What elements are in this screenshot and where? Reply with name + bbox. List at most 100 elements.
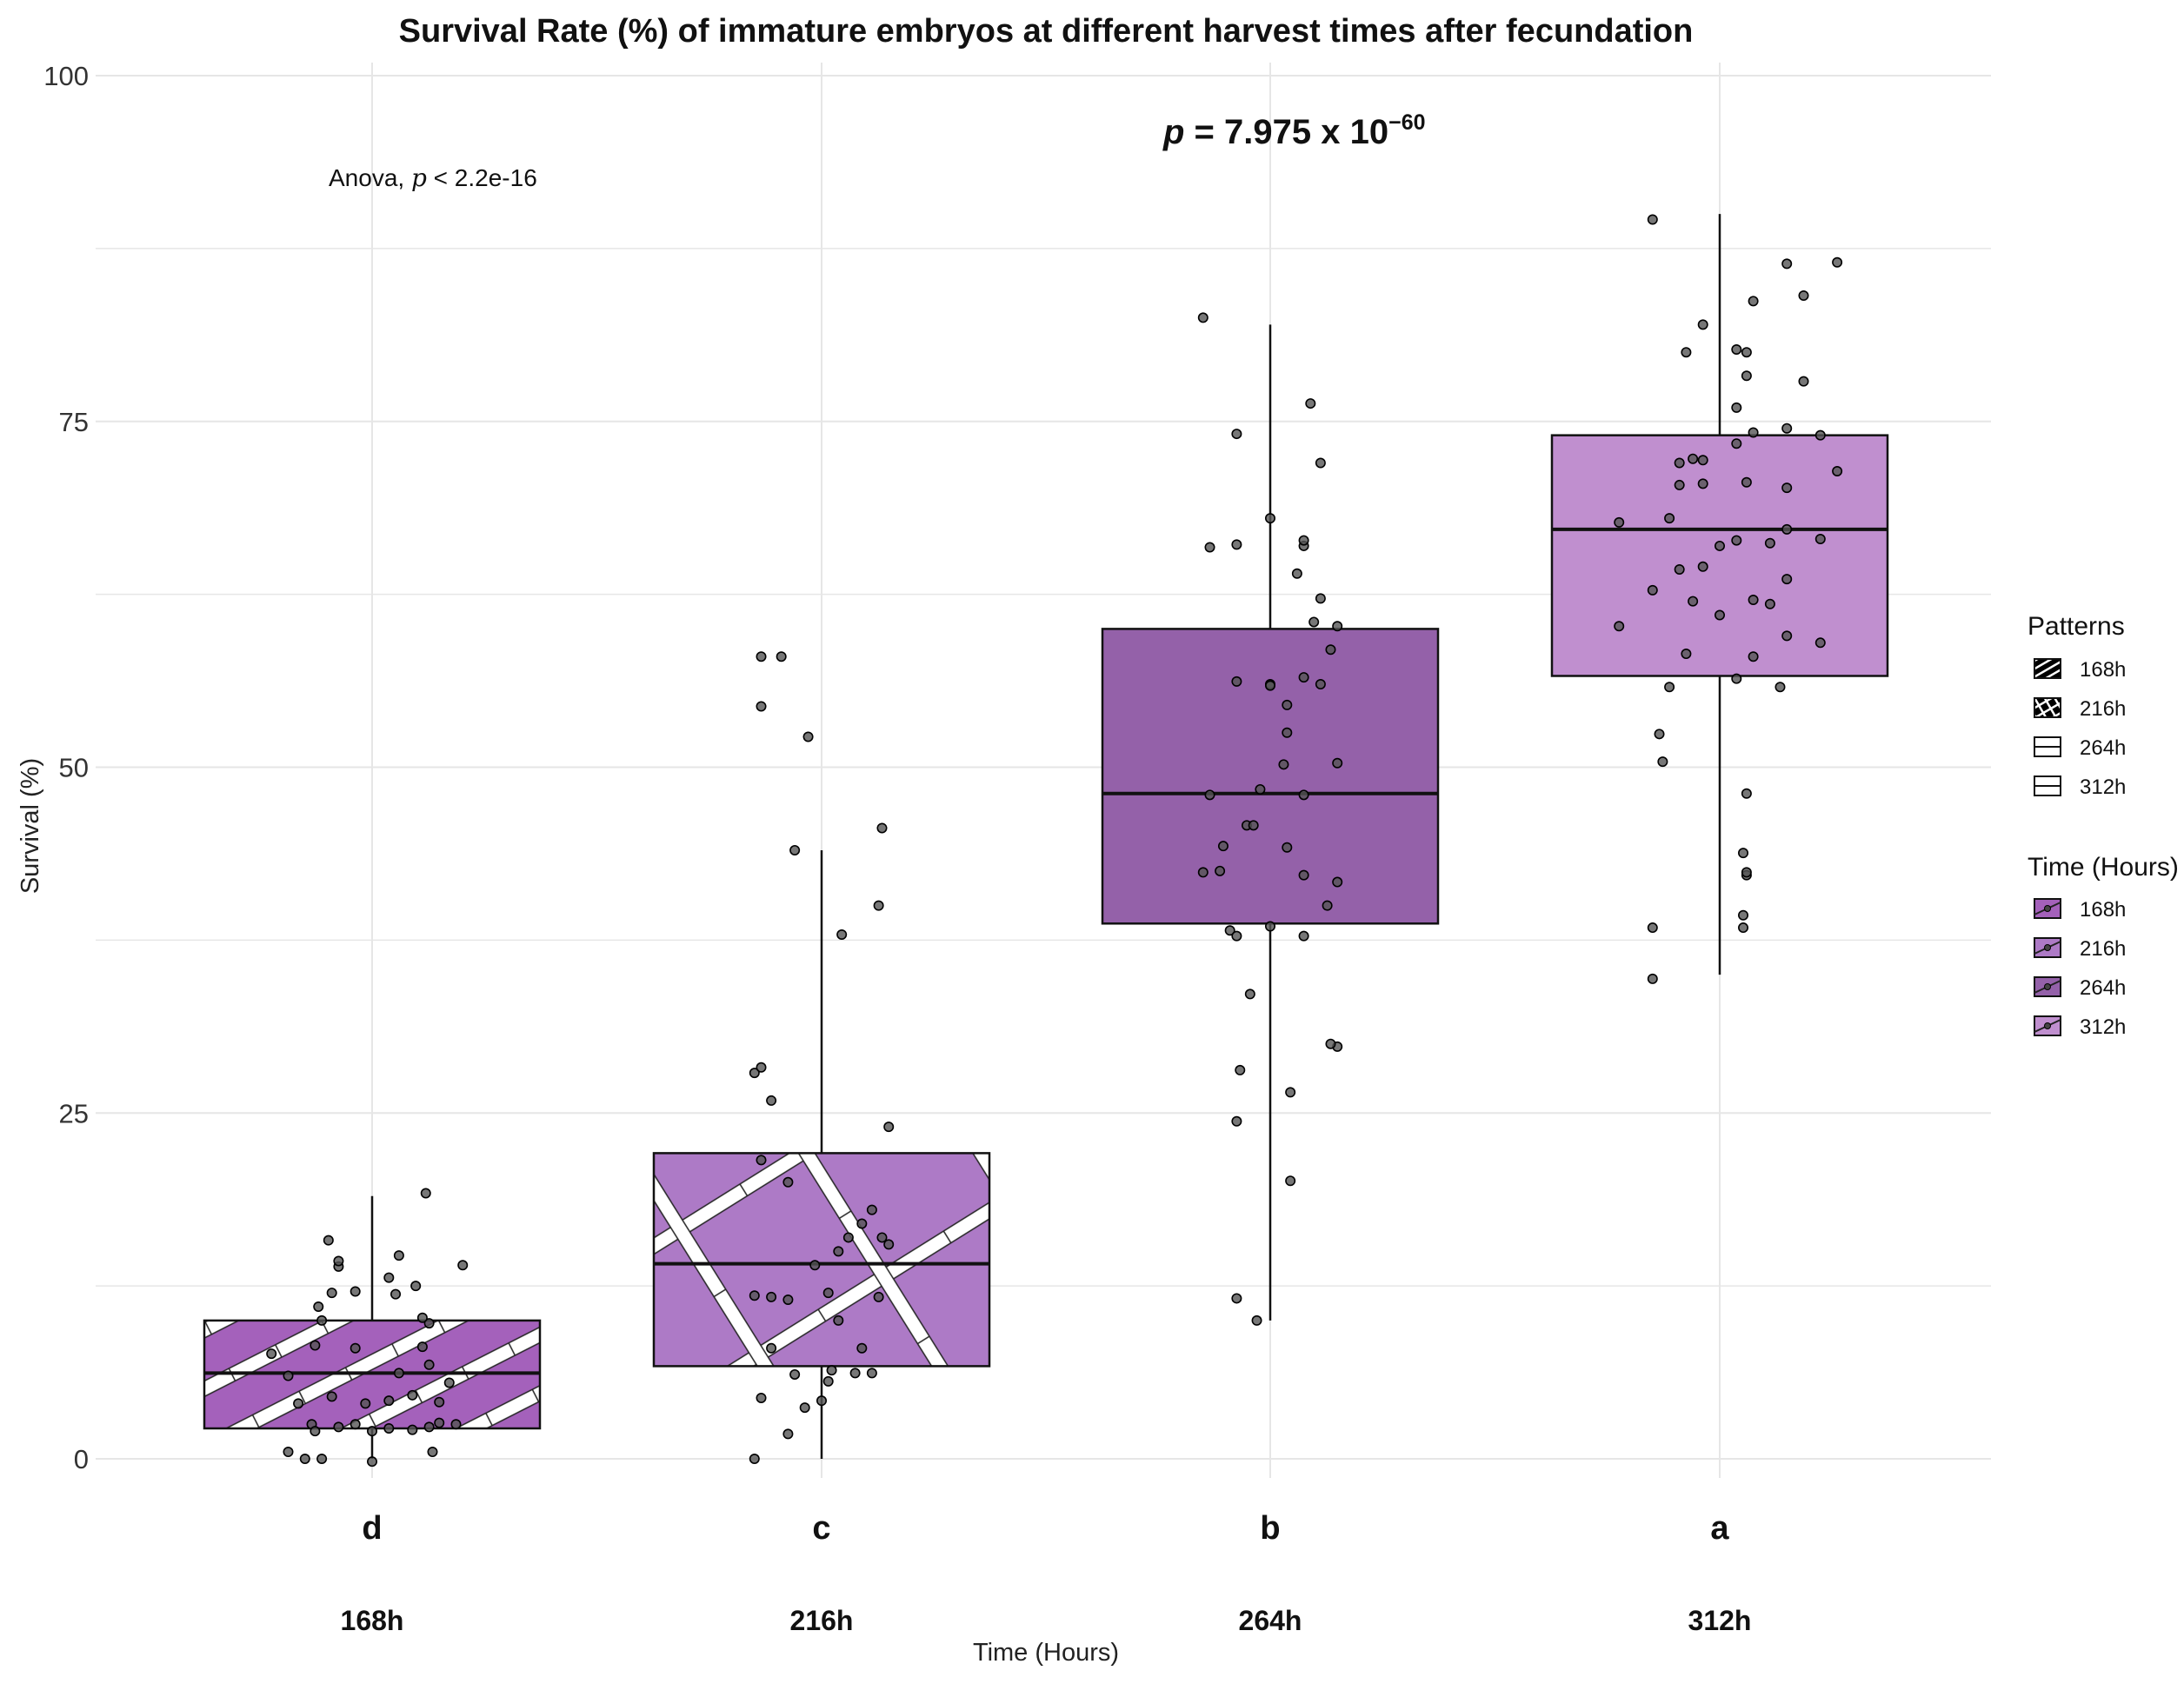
- box-fill: [1102, 629, 1438, 924]
- jitter-points: [266, 214, 1843, 1468]
- data-point: [1748, 296, 1759, 307]
- data-point: [1781, 523, 1793, 535]
- data-point: [1664, 513, 1675, 524]
- data-point: [1265, 921, 1276, 932]
- data-point: [1251, 1315, 1262, 1326]
- data-point: [416, 1341, 428, 1353]
- legend-label: 216h: [2080, 937, 2126, 961]
- data-point: [782, 1295, 794, 1306]
- data-point: [1738, 848, 1749, 859]
- data-point: [1798, 290, 1809, 301]
- data-point: [1282, 842, 1293, 853]
- data-point: [1298, 672, 1309, 683]
- x-tick-label: 216h: [790, 1605, 854, 1636]
- y-tick-label: 75: [59, 407, 89, 437]
- data-point: [1748, 594, 1759, 605]
- data-point: [1332, 621, 1343, 632]
- group-letter: c: [812, 1510, 830, 1547]
- data-point: [1738, 909, 1749, 921]
- data-point: [1224, 925, 1235, 936]
- data-point: [782, 1176, 794, 1188]
- data-point: [1664, 682, 1675, 693]
- data-point: [1305, 398, 1316, 409]
- data-point: [866, 1368, 877, 1379]
- data-point: [1231, 1115, 1242, 1127]
- legend-key-pattern: [2034, 697, 2061, 718]
- data-point: [1764, 598, 1775, 609]
- data-point: [427, 1447, 438, 1458]
- data-point: [822, 1288, 834, 1299]
- data-point: [873, 900, 884, 911]
- data-point: [283, 1447, 294, 1458]
- data-point: [360, 1398, 371, 1409]
- data-point: [1231, 539, 1242, 550]
- box-216h: [652, 849, 991, 1459]
- data-point: [876, 822, 888, 834]
- data-point: [383, 1422, 395, 1434]
- legend-label: 264h: [2080, 736, 2126, 760]
- y-axis-label: Survival (%): [17, 758, 44, 894]
- legend-label: 312h: [2080, 775, 2126, 799]
- data-point: [1657, 756, 1668, 768]
- data-point: [323, 1235, 334, 1246]
- data-point: [410, 1281, 422, 1292]
- data-point: [299, 1454, 310, 1465]
- data-point: [1738, 922, 1749, 934]
- x-tick-label: 264h: [1239, 1605, 1302, 1636]
- data-point: [1204, 542, 1215, 553]
- data-point: [1231, 676, 1242, 687]
- data-point: [836, 929, 848, 941]
- data-point: [1814, 637, 1826, 649]
- data-point: [756, 651, 767, 662]
- box-168h: [203, 1195, 542, 1459]
- x-axis: d 168h c 216h b 264h a 312h: [341, 1510, 1752, 1636]
- data-point: [1654, 729, 1665, 740]
- chart-title: Survival Rate (%) of immature embryos at…: [399, 13, 1694, 50]
- legend-label: 312h: [2080, 1015, 2126, 1039]
- data-point: [876, 1232, 888, 1243]
- anova-p-symbol: p: [411, 163, 427, 192]
- data-point: [1688, 453, 1699, 464]
- data-point: [1282, 699, 1293, 710]
- data-point: [407, 1424, 418, 1435]
- legend-key-pattern: [2034, 775, 2061, 796]
- data-point: [1291, 568, 1302, 579]
- data-point: [383, 1395, 395, 1407]
- data-point: [1647, 973, 1658, 984]
- legend-label: 168h: [2080, 658, 2126, 682]
- legend-key-pattern: [2034, 736, 2061, 757]
- data-point: [450, 1419, 462, 1430]
- data-point: [1731, 535, 1742, 546]
- data-point: [333, 1421, 344, 1433]
- data-point: [383, 1272, 395, 1283]
- data-point: [1614, 516, 1625, 528]
- data-point: [1674, 457, 1685, 469]
- data-point: [1731, 344, 1742, 356]
- data-point: [1781, 630, 1793, 642]
- data-point: [1197, 312, 1209, 323]
- data-point: [826, 1365, 837, 1376]
- data-point: [457, 1260, 469, 1271]
- legend-label: 168h: [2080, 898, 2126, 922]
- data-point: [1741, 867, 1752, 878]
- data-point: [873, 1291, 884, 1302]
- data-point: [1697, 561, 1708, 572]
- data-point: [849, 1368, 861, 1379]
- data-point: [1832, 466, 1843, 477]
- data-point: [1235, 1064, 1246, 1075]
- data-point: [1315, 679, 1326, 690]
- data-point: [350, 1286, 361, 1297]
- data-point: [1798, 376, 1809, 387]
- data-point: [1681, 649, 1692, 660]
- data-point: [407, 1389, 418, 1401]
- data-point: [393, 1368, 404, 1379]
- data-point: [1204, 789, 1215, 801]
- data-point: [1332, 757, 1343, 769]
- data-point: [856, 1218, 868, 1229]
- data-point: [1647, 922, 1658, 934]
- data-point: [1781, 423, 1793, 434]
- anova-annotation: Anova, p < 2.2e-16: [329, 163, 537, 192]
- data-point: [1814, 429, 1826, 441]
- data-point: [1697, 455, 1708, 466]
- data-point: [1231, 930, 1242, 942]
